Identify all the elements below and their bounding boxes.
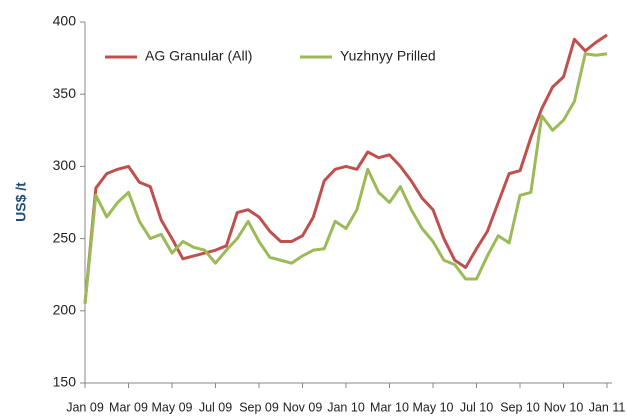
x-tick-label: Sep 09 — [239, 400, 279, 414]
x-tick-label: Mar 09 — [109, 400, 148, 414]
line — [83, 52, 608, 304]
y-tick-label: 300 — [53, 157, 77, 173]
legend-label: AG Granular (All) — [145, 48, 252, 64]
x-tick-label: Jul 10 — [460, 400, 493, 414]
y-tick-label: 400 — [53, 13, 77, 29]
x-tick-label: May 09 — [152, 400, 193, 414]
x-tick-label: Jan 09 — [66, 400, 104, 414]
y-tick-label: 200 — [53, 302, 77, 318]
x-tick-label: Sep 10 — [500, 400, 540, 414]
y-tick-label: 150 — [53, 374, 77, 390]
y-axis-label: US$ /t — [13, 182, 29, 222]
x-tick-label: Jan 10 — [327, 400, 365, 414]
x-tick-label: Nov 09 — [283, 400, 323, 414]
x-tick-label: Jan 11 — [589, 400, 626, 414]
line — [83, 33, 608, 304]
legend-label: Yuzhnyy Prilled — [340, 48, 436, 64]
x-tick-label: May 10 — [413, 400, 454, 414]
y-tick-label: 350 — [53, 85, 77, 101]
y-tick-label: 250 — [53, 229, 77, 245]
x-tick-label: Mar 10 — [370, 400, 409, 414]
x-tick-label: Jul 09 — [199, 400, 232, 414]
x-tick-label: Nov 10 — [544, 400, 584, 414]
